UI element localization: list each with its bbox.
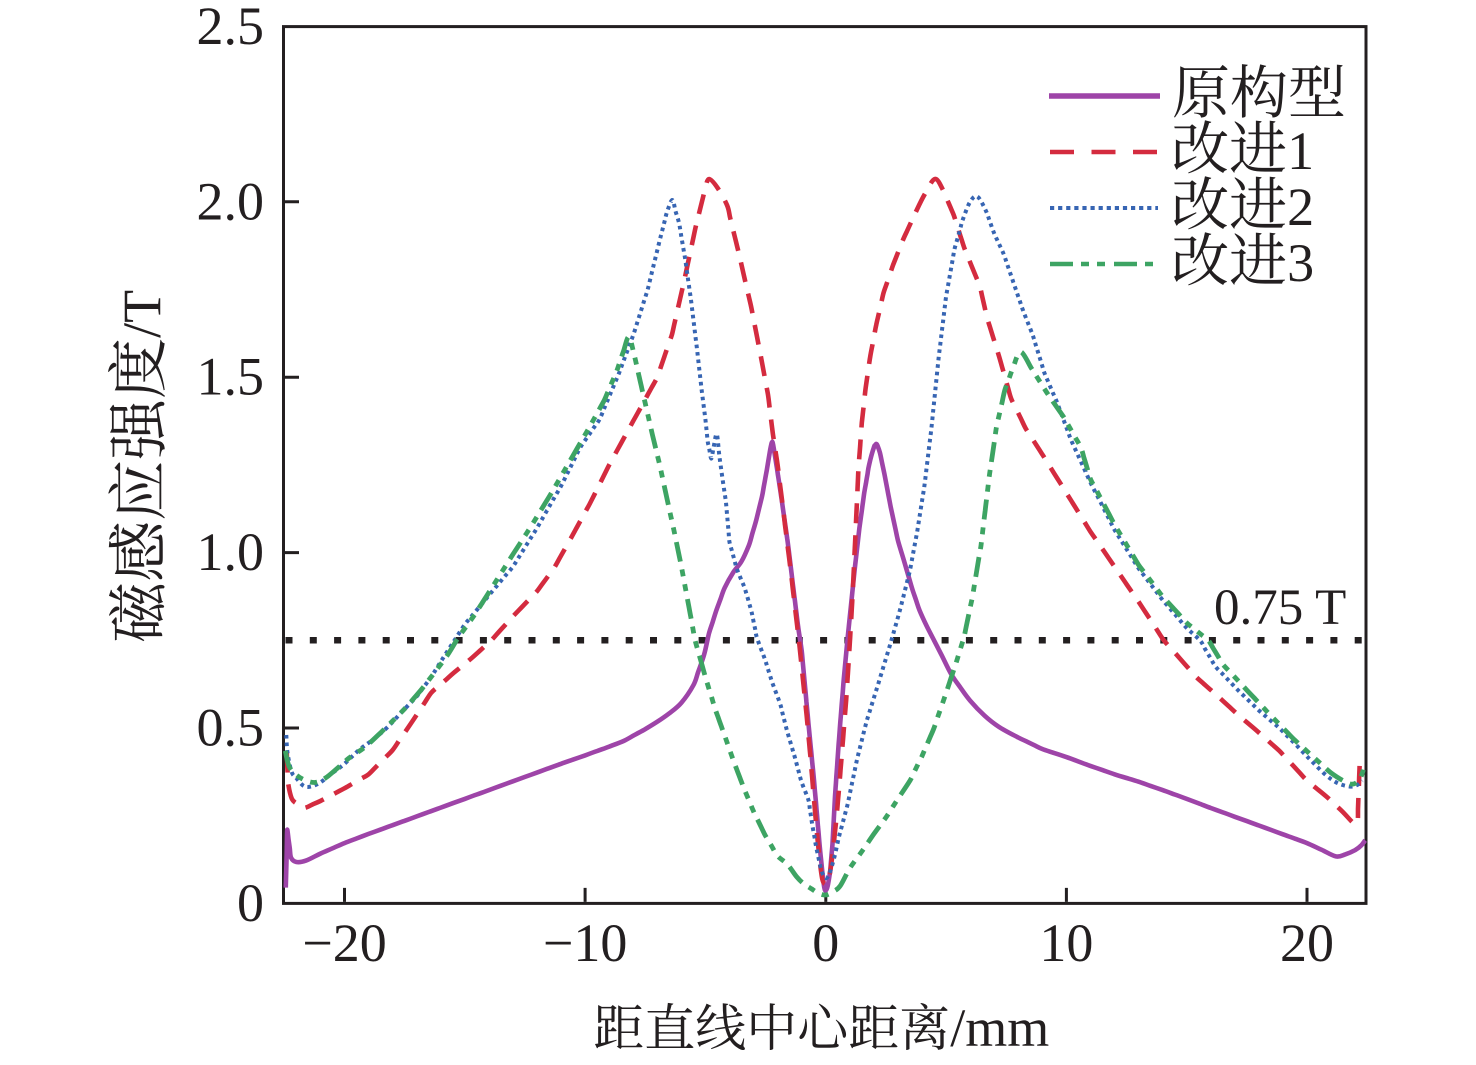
svg-text:−10: −10 bbox=[543, 913, 627, 973]
svg-text:20: 20 bbox=[1280, 913, 1334, 973]
svg-text:0.75 T: 0.75 T bbox=[1214, 580, 1346, 636]
svg-text:3: 3 bbox=[1287, 233, 1314, 293]
svg-text:2: 2 bbox=[1287, 177, 1314, 237]
svg-text:/T: /T bbox=[112, 290, 172, 338]
svg-text:0: 0 bbox=[237, 873, 264, 933]
svg-text:10: 10 bbox=[1039, 913, 1093, 973]
svg-text:1: 1 bbox=[1287, 121, 1314, 181]
svg-text:0: 0 bbox=[812, 913, 839, 973]
svg-text:1.5: 1.5 bbox=[197, 347, 265, 407]
svg-text:2.5: 2.5 bbox=[197, 0, 265, 56]
svg-text:2.0: 2.0 bbox=[197, 171, 265, 231]
svg-text:−20: −20 bbox=[302, 913, 386, 973]
svg-text:0.5: 0.5 bbox=[197, 698, 265, 758]
svg-text:/mm: /mm bbox=[950, 998, 1049, 1058]
svg-text:1.0: 1.0 bbox=[197, 522, 265, 582]
